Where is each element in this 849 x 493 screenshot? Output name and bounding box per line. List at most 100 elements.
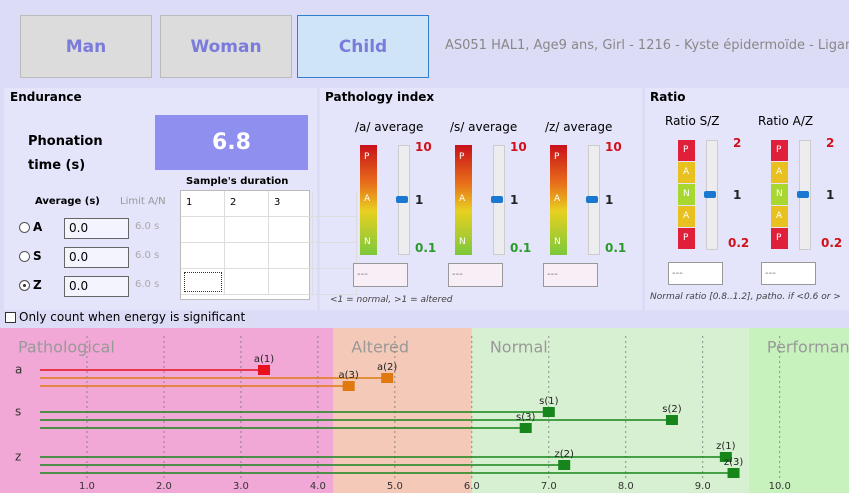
- point-marker: [381, 373, 394, 383]
- gauge-field[interactable]: ---: [543, 263, 598, 287]
- limit-title: Limit A/N: [120, 196, 166, 207]
- gauge-letter: P: [554, 152, 560, 162]
- point-label: z(3): [724, 457, 744, 468]
- table-cell: [269, 243, 313, 269]
- gauge-field[interactable]: ---: [668, 262, 723, 285]
- gauge-scale: 2: [826, 136, 835, 150]
- zone: [748, 328, 849, 493]
- x-tick-label: 5.0: [387, 481, 403, 492]
- ratio-block: P: [678, 228, 695, 249]
- average-input[interactable]: 0.0: [64, 218, 129, 239]
- average-title: Average (s): [35, 196, 100, 207]
- gauge-scale: 1: [510, 193, 519, 207]
- gauge-scale: 10: [510, 140, 527, 154]
- gauge-thumb[interactable]: [704, 191, 716, 198]
- table-cell: [313, 191, 357, 217]
- gauge-letter: N: [364, 237, 371, 247]
- point-label: z(1): [716, 441, 736, 452]
- ratio-block: P: [771, 228, 788, 249]
- zone-label: Altered: [351, 338, 409, 357]
- point-label: a(3): [339, 370, 359, 381]
- gauge-scale: 10: [415, 140, 432, 154]
- gauge-scale: 0.1: [605, 241, 627, 255]
- phonation-value: 6.8: [155, 115, 308, 170]
- gauge-thumb[interactable]: [797, 191, 809, 198]
- checkbox-label: Only count when energy is significant: [19, 310, 246, 324]
- gauge-scale: 0.1: [510, 241, 532, 255]
- gauge-gradient: [360, 145, 377, 255]
- x-tick-label: 10.0: [769, 481, 791, 492]
- point-marker: [342, 381, 355, 391]
- section-title: Endurance: [10, 90, 82, 104]
- samples-title: Sample's duration: [186, 176, 289, 187]
- section-title: Ratio: [650, 90, 686, 104]
- gauge-gradient: [550, 145, 567, 255]
- x-tick-label: 6.0: [464, 481, 480, 492]
- radio[interactable]: [19, 280, 30, 291]
- ratio-block: N: [771, 184, 788, 205]
- gauge-thumb[interactable]: [491, 196, 503, 203]
- x-tick-label: 1.0: [79, 481, 95, 492]
- phonation-label: Phonation time (s): [28, 134, 103, 173]
- gauge-scale: 0.2: [728, 236, 750, 250]
- ratio-block: A: [678, 162, 695, 183]
- gauge-letter: P: [459, 152, 465, 162]
- radio[interactable]: [19, 251, 30, 262]
- gauge-scale: 2: [733, 136, 742, 150]
- table-cell: [269, 269, 313, 295]
- gauge-label: /z/ average: [545, 120, 613, 134]
- gauge-field[interactable]: ---: [353, 263, 408, 287]
- radio-label: A: [33, 220, 43, 234]
- profile-button[interactable]: Man: [20, 15, 152, 78]
- ratio-block: A: [771, 206, 788, 227]
- table-cell: 1: [181, 191, 225, 217]
- x-tick-label: 9.0: [695, 481, 711, 492]
- x-tick-label: 2.0: [156, 481, 172, 492]
- row-label: s: [15, 405, 21, 419]
- gauge-scale: 10: [605, 140, 622, 154]
- table-cell: [313, 217, 357, 243]
- pathology-note: <1 = normal, >1 = altered: [330, 295, 453, 305]
- table-cell: [181, 217, 225, 243]
- zone-label: Normal: [490, 338, 548, 357]
- point-label: s(3): [516, 412, 535, 423]
- ratio-block: P: [771, 140, 788, 161]
- gauge-scale: 0.2: [821, 236, 843, 250]
- gauge-thumb[interactable]: [396, 196, 408, 203]
- limit-value: 6.0 s: [135, 279, 160, 290]
- ratio-block: A: [771, 162, 788, 183]
- x-tick-label: 3.0: [233, 481, 249, 492]
- point-marker: [258, 365, 271, 375]
- x-tick-label: 4.0: [310, 481, 326, 492]
- gauge-field[interactable]: ---: [448, 263, 503, 287]
- gauge-letter: A: [459, 194, 466, 204]
- point-label: s(1): [539, 396, 558, 407]
- table-cell: [225, 217, 269, 243]
- gauge-thumb[interactable]: [586, 196, 598, 203]
- average-input[interactable]: 0.0: [64, 247, 129, 268]
- profile-button[interactable]: Child: [297, 15, 429, 78]
- radio-label: Z: [33, 278, 42, 292]
- point-label: a(2): [377, 362, 397, 373]
- point-label: z(2): [554, 449, 574, 460]
- average-input[interactable]: 0.0: [64, 276, 129, 297]
- radio[interactable]: [19, 222, 30, 233]
- table-cell: [269, 217, 313, 243]
- limit-value: 6.0 s: [135, 250, 160, 261]
- gauge-scale: 1: [733, 188, 742, 202]
- point-label: s(2): [662, 404, 681, 415]
- table-cell: [225, 243, 269, 269]
- row-label: z: [15, 450, 21, 464]
- table-cell: 3: [269, 191, 313, 217]
- gauge-scale: 1: [415, 193, 424, 207]
- profile-button[interactable]: Woman: [160, 15, 292, 78]
- section-title: Pathology index: [325, 90, 435, 104]
- gauge-scale: 1: [605, 193, 614, 207]
- checkbox[interactable]: [5, 312, 16, 323]
- gauge-field[interactable]: ---: [761, 262, 816, 285]
- row-label: a: [15, 363, 22, 377]
- radio-label: S: [33, 249, 42, 263]
- point-marker: [727, 468, 740, 478]
